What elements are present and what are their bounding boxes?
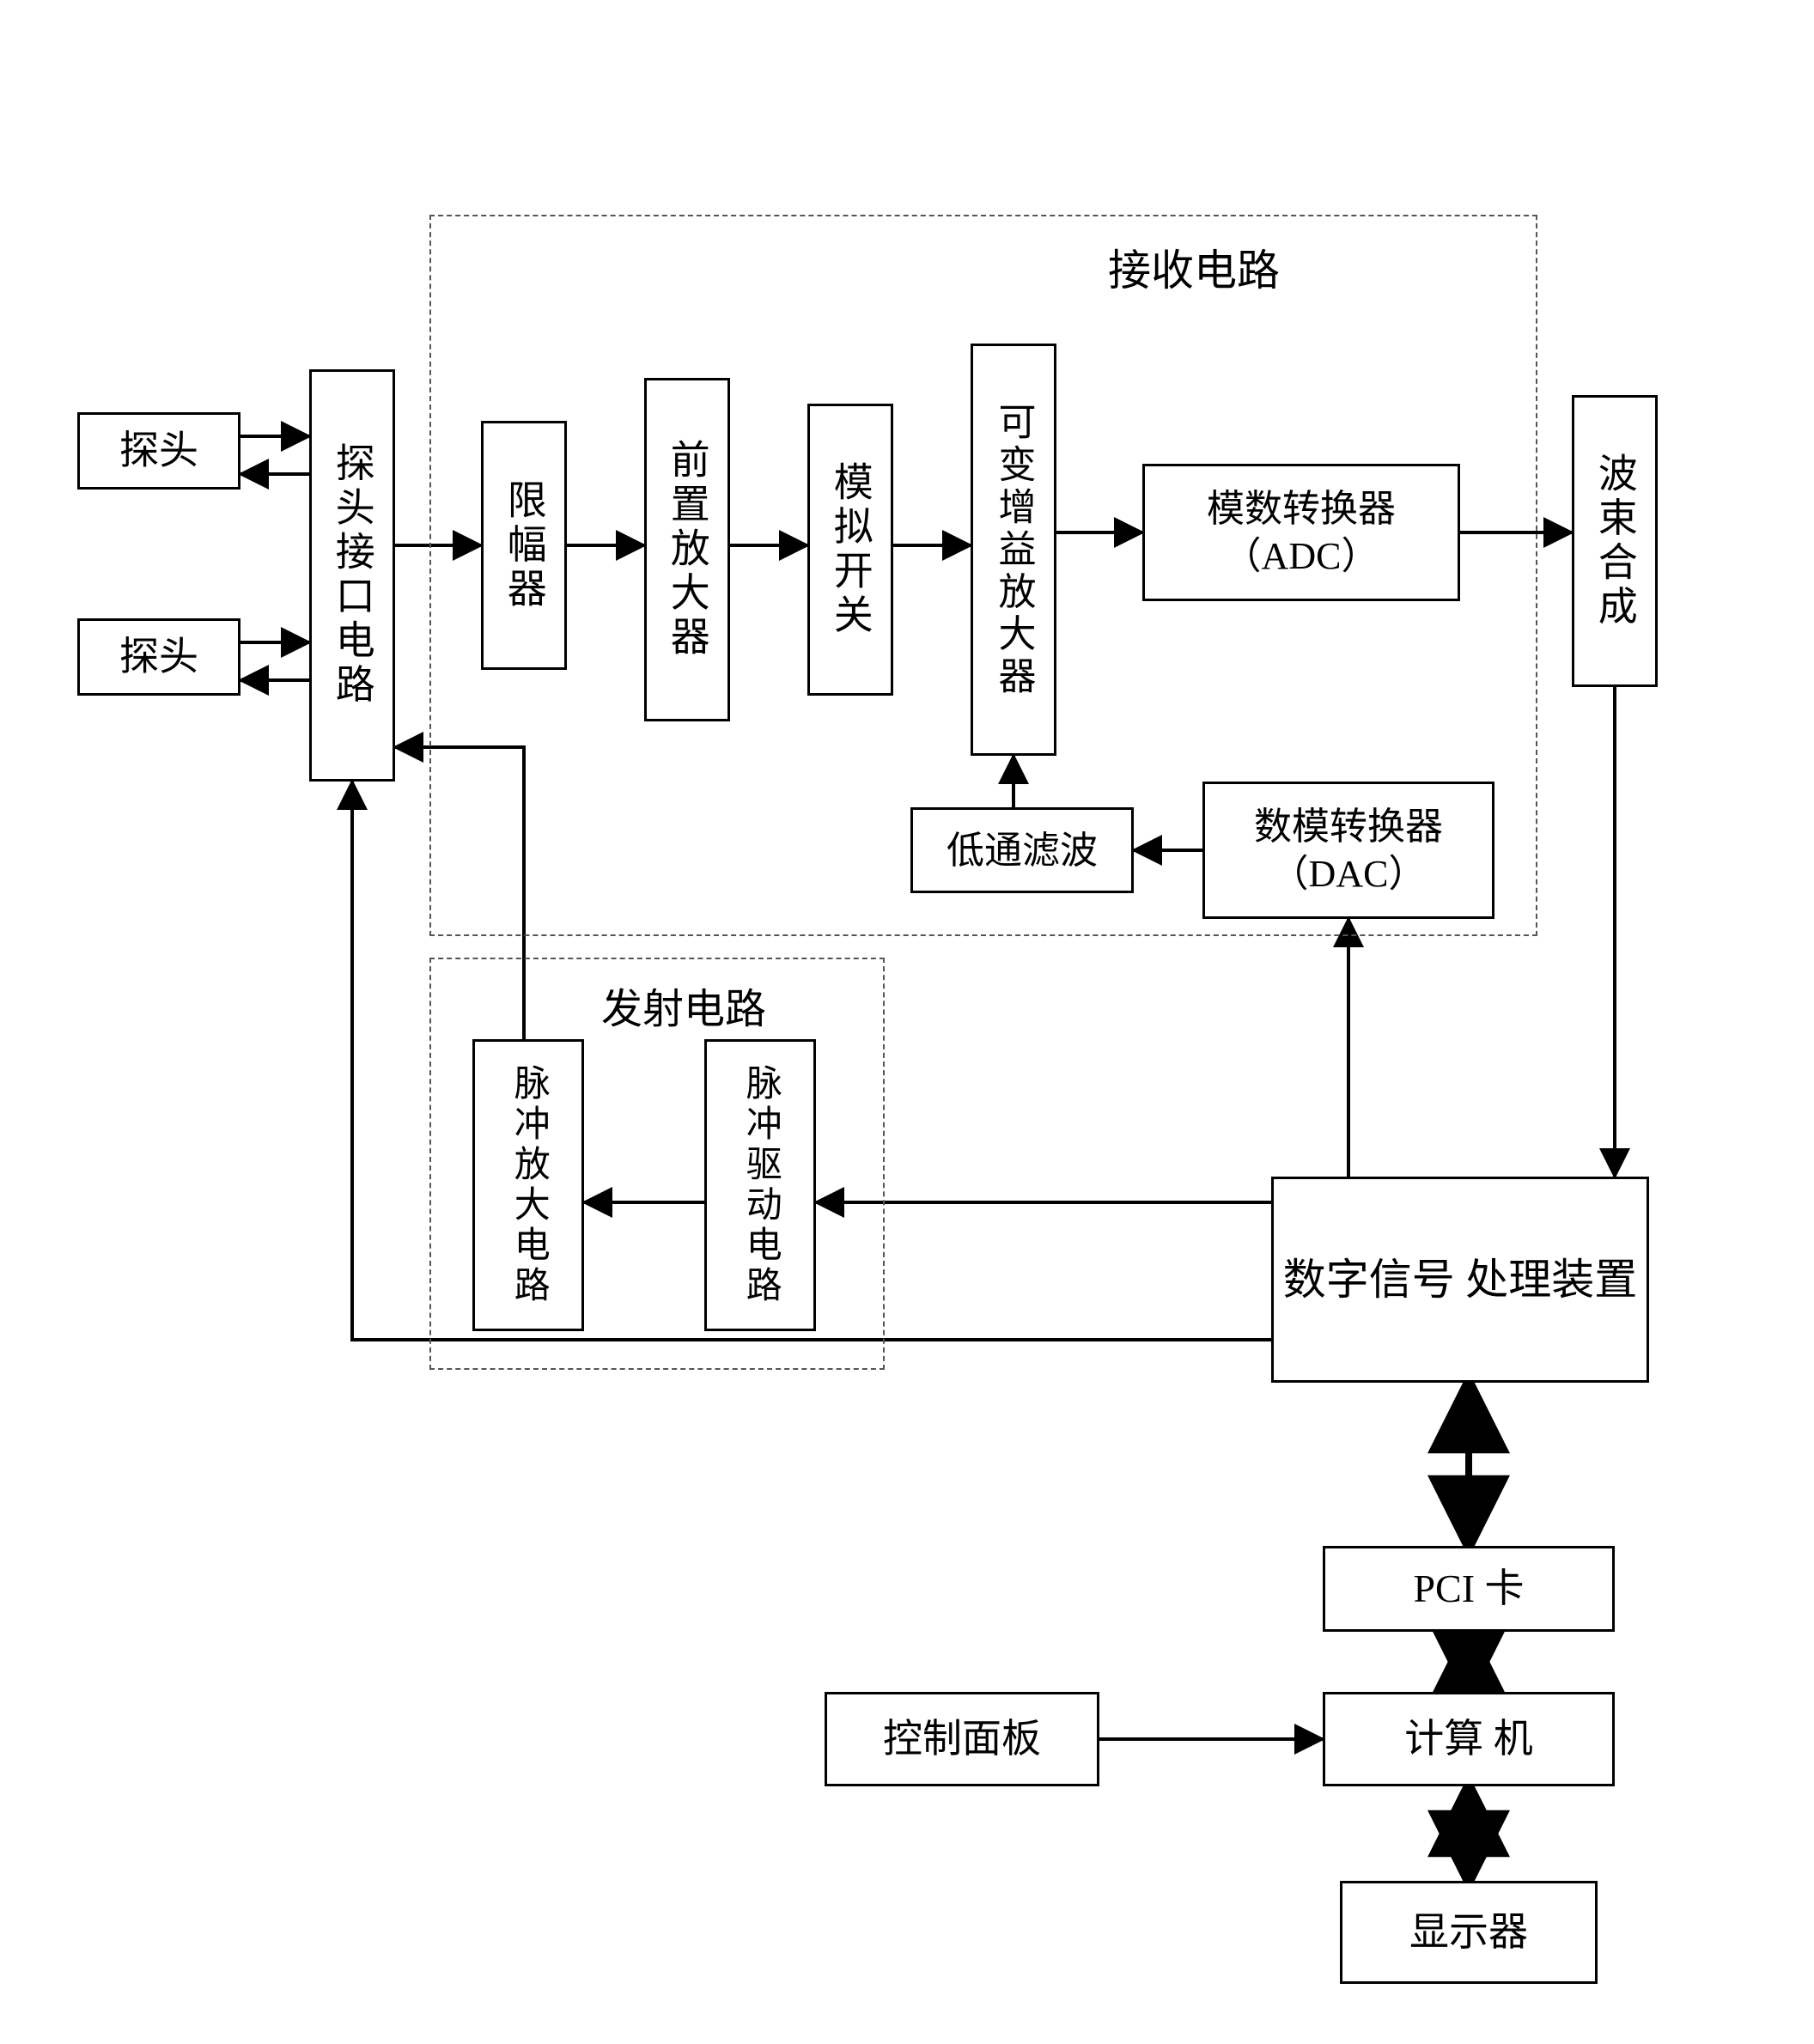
node-adc: 模数转换器 （ADC）	[1142, 464, 1460, 601]
node-pulsedrv: 脉冲驱动电路	[704, 1039, 816, 1331]
node-label-probe2: 探头	[119, 632, 198, 682]
node-pci: PCI 卡	[1323, 1546, 1615, 1632]
node-label-probe1: 探头	[119, 426, 198, 476]
node-pulseamp: 脉冲放大电路	[472, 1039, 584, 1331]
region-label-tx: 发射电路	[601, 975, 766, 1035]
node-label-display: 显示器	[1409, 1907, 1528, 1957]
node-label-ctrl: 控制面板	[883, 1714, 1041, 1764]
node-label-iface: 探头接口电路	[327, 442, 377, 708]
node-label-dac: 数模转换器 （DAC）	[1205, 803, 1492, 897]
node-label-pulsedrv: 脉冲驱动电路	[738, 1064, 783, 1306]
node-label-preamp: 前置放大器	[662, 439, 712, 660]
node-preamp: 前置放大器	[644, 378, 730, 721]
node-computer: 计算 机	[1323, 1692, 1615, 1786]
node-beam: 波束合成	[1572, 395, 1658, 687]
node-label-aswitch: 模拟开关	[825, 461, 875, 638]
node-label-pci: PCI 卡	[1413, 1564, 1524, 1614]
node-display: 显示器	[1340, 1881, 1598, 1984]
node-lpf: 低通滤波	[910, 807, 1134, 893]
region-label-rx: 接收电路	[1108, 236, 1280, 298]
node-dsp: 数字信号 处理装置	[1271, 1177, 1649, 1383]
node-probe1: 探头	[77, 412, 240, 490]
node-label-limiter: 限幅器	[499, 479, 549, 612]
node-label-vga: 可变增益放大器	[990, 402, 1038, 698]
node-limiter: 限幅器	[481, 421, 567, 670]
edge-probe1-iface	[240, 436, 309, 474]
node-iface: 探头接口电路	[309, 369, 395, 782]
node-dac: 数模转换器 （DAC）	[1202, 782, 1494, 919]
edge-probe2-iface	[240, 642, 309, 680]
node-aswitch: 模拟开关	[807, 404, 893, 696]
node-probe2: 探头	[77, 618, 240, 696]
node-label-pulseamp: 脉冲放大电路	[506, 1064, 551, 1306]
node-vga: 可变增益放大器	[971, 344, 1056, 756]
node-ctrl: 控制面板	[825, 1692, 1099, 1786]
node-label-lpf: 低通滤波	[947, 827, 1098, 874]
diagram-canvas: 接收电路发射电路探头探头探头接口电路限幅器前置放大器模拟开关可变增益放大器模数转…	[0, 0, 1814, 2044]
node-label-beam: 波束合成	[1590, 453, 1640, 630]
node-label-dsp: 数字信号 处理装置	[1283, 1253, 1638, 1307]
node-label-computer: 计算 机	[1404, 1714, 1533, 1764]
node-label-adc: 模数转换器 （ADC）	[1145, 485, 1458, 580]
